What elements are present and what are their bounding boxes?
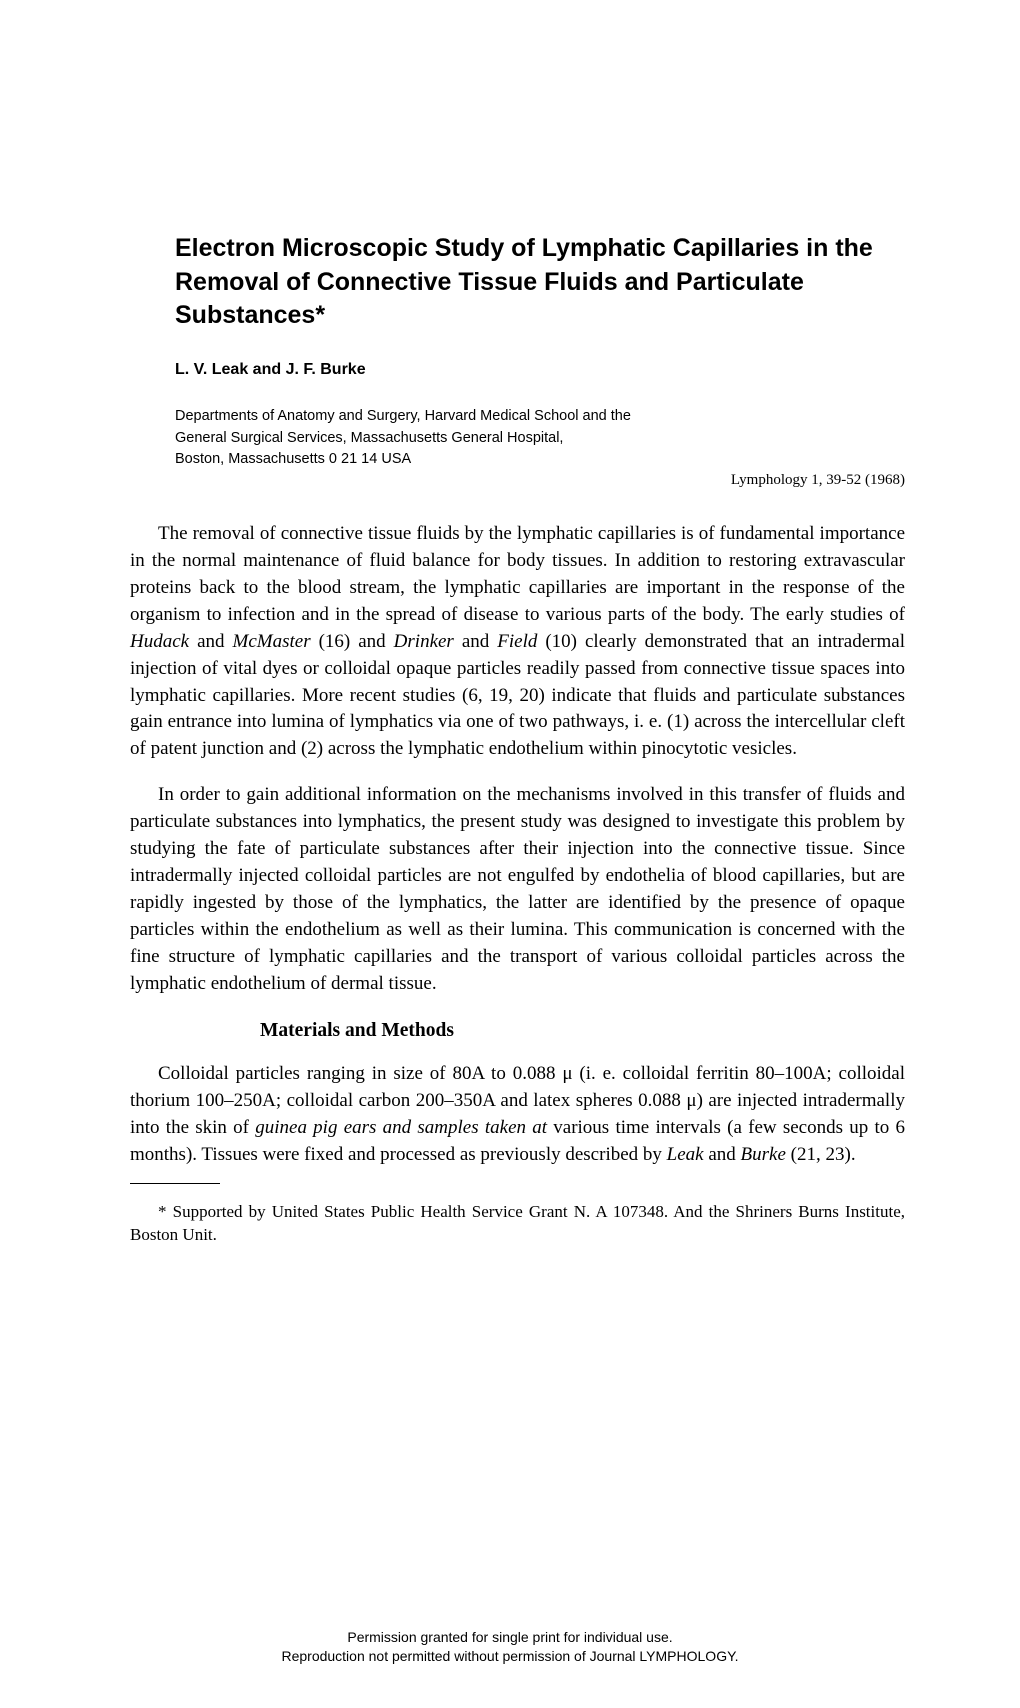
para1-author1: Hudack: [130, 631, 189, 652]
para1-text: and: [454, 631, 497, 652]
paragraph-1: The removal of connective tissue fluids …: [130, 521, 905, 764]
authors: L. V. Leak and J. F. Burke: [175, 361, 905, 379]
para3-author2: Burke: [741, 1144, 786, 1165]
para3-text: and: [704, 1144, 741, 1165]
footnote-divider: [130, 1183, 220, 1184]
journal-citation: Lymphology 1, 39-52 (1968): [130, 472, 905, 489]
footnote: * Supported by United States Public Heal…: [130, 1201, 905, 1247]
footer-line-2: Reproduction not permitted without permi…: [0, 1647, 1020, 1666]
para3-text: (21, 23).: [786, 1144, 856, 1165]
footer-line-1: Permission granted for single print for …: [0, 1628, 1020, 1647]
affiliation-line-1: Departments of Anatomy and Surgery, Harv…: [175, 407, 905, 427]
para3-author1: Leak: [667, 1144, 704, 1165]
para1-author2: McMaster: [233, 631, 311, 652]
para3-emphasis1: guinea pig ears and samples taken at: [255, 1117, 547, 1138]
para1-text: and: [189, 631, 232, 652]
para1-text: The removal of connective tissue fluids …: [130, 523, 905, 625]
para1-author4: Field: [497, 631, 537, 652]
affiliation-line-2: General Surgical Services, Massachusetts…: [175, 429, 905, 449]
paragraph-3: Colloidal particles ranging in size of 8…: [130, 1061, 905, 1169]
article-title: Electron Microscopic Study of Lymphatic …: [175, 232, 905, 333]
paragraph-2: In order to gain additional information …: [130, 782, 905, 998]
para1-text: (16) and: [311, 631, 394, 652]
para1-author3: Drinker: [394, 631, 454, 652]
page-footer: Permission granted for single print for …: [0, 1628, 1020, 1666]
affiliation-line-3: Boston, Massachusetts 0 21 14 USA: [175, 450, 905, 470]
section-heading-materials: Materials and Methods: [260, 1020, 905, 1042]
